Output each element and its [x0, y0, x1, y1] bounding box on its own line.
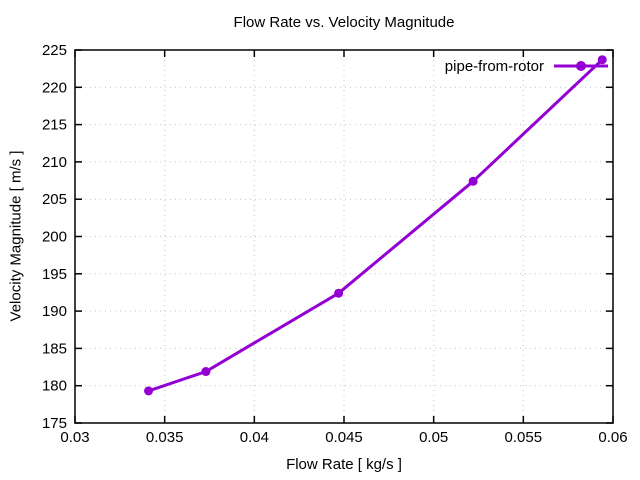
series-line-pipe-from-rotor — [147, 58, 604, 393]
data-point — [201, 367, 211, 377]
x-tick-label: 0.05 — [419, 429, 448, 446]
plot-border — [74, 49, 614, 424]
legend-line-sample-icon — [554, 61, 608, 71]
data-point — [597, 55, 607, 65]
x-tick-label: 0.03 — [60, 429, 89, 446]
x-tick-label: 0.04 — [240, 429, 269, 446]
x-tick-label: 0.055 — [505, 429, 543, 446]
y-tick-label: 190 — [42, 303, 67, 320]
y-tick-label: 205 — [42, 191, 67, 208]
legend-series-label: pipe-from-rotor — [444, 57, 544, 75]
y-tick-label: 195 — [42, 266, 67, 283]
data-point — [334, 288, 344, 298]
y-tick-label: 180 — [42, 378, 67, 395]
x-tick-label: 0.045 — [325, 429, 363, 446]
x-tick-label: 0.06 — [598, 429, 627, 446]
y-tick-label: 175 — [42, 415, 67, 432]
y-tick-label: 220 — [42, 79, 67, 96]
data-point — [144, 386, 154, 396]
chart-title: Flow Rate vs. Velocity Magnitude — [233, 14, 455, 31]
y-tick-label: 215 — [42, 117, 67, 134]
y-tick-label: 200 — [42, 229, 67, 246]
y-tick-label: 185 — [42, 340, 67, 357]
y-axis-label: Velocity Magnitude [ m/s ] — [7, 150, 25, 322]
x-tick-label: 0.035 — [146, 429, 184, 446]
data-point — [468, 176, 478, 186]
x-axis-label: Flow Rate [ kg/s ] — [286, 456, 402, 473]
legend: pipe-from-rotor — [445, 57, 609, 75]
y-tick-label: 225 — [42, 42, 67, 59]
y-tick-label: 210 — [42, 154, 67, 171]
